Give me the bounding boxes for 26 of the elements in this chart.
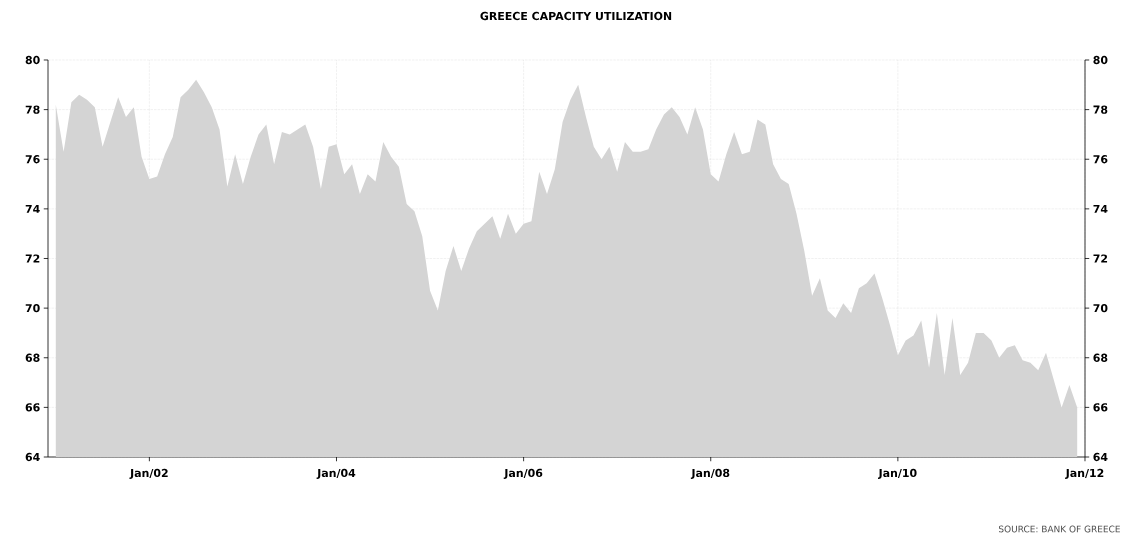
x-tick-label: Jan/08 — [690, 468, 730, 480]
y2-tick-label: 64 — [1093, 452, 1108, 462]
y2-tick-label: 70 — [1093, 303, 1108, 313]
y2-tick-label: 66 — [1093, 403, 1108, 412]
x-tick-label: Jan/02 — [129, 468, 168, 480]
y2-tick-label: 80 — [1093, 55, 1108, 65]
source-note: SOURCE: BANK OF GREECE — [998, 525, 1120, 533]
y-tick-label: 80 — [25, 55, 40, 65]
y-tick-label: 66 — [25, 403, 40, 412]
y-tick-label: 64 — [25, 452, 40, 462]
y2-tick-label: 78 — [1093, 105, 1108, 114]
x-tick-label: Jan/06 — [503, 468, 543, 480]
y2-tick-label: 68 — [1093, 353, 1108, 362]
y-tick-label: 68 — [25, 353, 40, 362]
y-tick-label: 70 — [25, 303, 40, 313]
y-tick-label: 78 — [25, 105, 40, 114]
y2-tick-label: 74 — [1093, 204, 1108, 213]
chart-title: GREECE CAPACITY UTILIZATION — [480, 11, 672, 21]
y2-tick-label: 72 — [1093, 254, 1108, 263]
x-tick-label: Jan/12 — [1065, 468, 1104, 480]
y-tick-label: 72 — [25, 254, 40, 263]
y-tick-label: 74 — [25, 204, 40, 213]
y2-tick-label: 76 — [1093, 155, 1108, 164]
x-tick-label: Jan/10 — [877, 468, 917, 480]
x-tick-label: Jan/04 — [316, 468, 356, 480]
y-tick-label: 76 — [25, 155, 40, 164]
